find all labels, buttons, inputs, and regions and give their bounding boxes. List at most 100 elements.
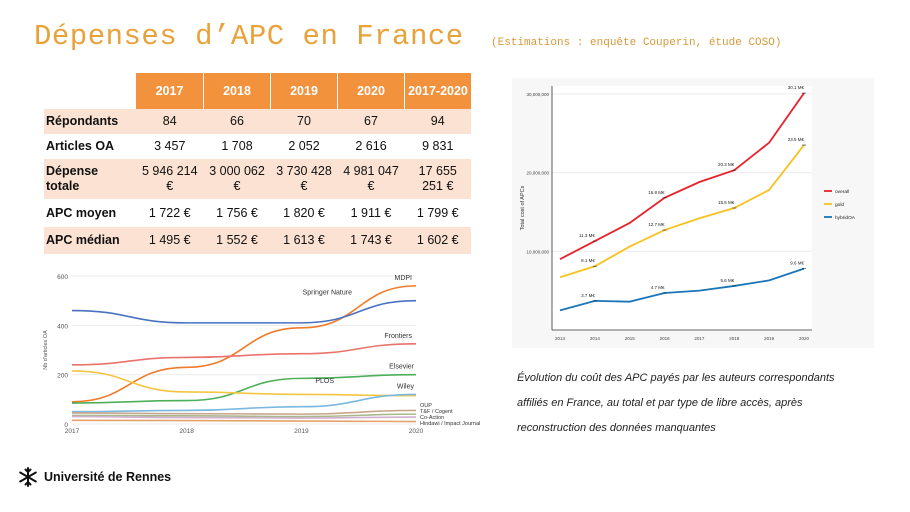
- point-label: 30.1 M€: [788, 85, 805, 90]
- point-label: 3.7 M€: [581, 293, 595, 298]
- series-label-frontiers: Frontiers: [384, 333, 412, 340]
- table-cell: 1 799 €: [416, 205, 459, 220]
- series-line-springer-nature: [71, 299, 417, 324]
- y-axis-label: Total cost of APCs: [520, 185, 526, 230]
- series-label-co-action: Co-Action: [420, 415, 444, 421]
- apc-cost-chart: 10,000,000 20,000,000 30,000,000 2013 2014 20…: [512, 78, 874, 348]
- series-line-frontiers: [71, 343, 417, 366]
- series-line-overall: [559, 92, 805, 260]
- point-label: 11.3 M€: [579, 233, 595, 238]
- table-header-total: 2017-2020: [404, 73, 471, 109]
- series-line-t-f-cogent: [71, 413, 417, 418]
- table-cell: 4 981 047 €: [337, 159, 405, 199]
- series-line-plos: [71, 370, 417, 397]
- x-tick-label: 2017: [65, 428, 80, 435]
- table-row: APC moyen 1 722 € 1 756 € 1 820 € 1 911 …: [44, 199, 471, 227]
- table-header-row: 2017 2018 2019 2020 2017-2020: [44, 73, 471, 109]
- x-tick-label: 2019: [294, 428, 309, 435]
- point-label: 4.7 M€: [651, 285, 665, 290]
- series-label-elsevier: Elsevier: [389, 364, 415, 371]
- series-line-hindawi-impact-journals: [71, 419, 417, 423]
- table-cell: 67: [337, 109, 405, 134]
- series-label-plos: PLOS: [315, 378, 334, 385]
- series-line-elsevier: [71, 373, 417, 404]
- table-cell: 17 655 251 €: [404, 159, 471, 199]
- x-tick-label: 2020: [799, 336, 810, 341]
- table-cell: 9 831: [422, 139, 454, 153]
- y-tick-label: 30,000,000: [526, 92, 549, 97]
- series-label-wiley: Wiley: [397, 383, 415, 390]
- series-label-springer-nature: Springer Nature: [303, 290, 353, 297]
- row-label: Dépense totale: [44, 159, 136, 199]
- y-tick-label: 400: [57, 323, 68, 330]
- y-tick-label: 10,000,000: [526, 249, 549, 254]
- table-cell: 1 708: [221, 139, 253, 153]
- x-tick-label: 2013: [555, 336, 566, 341]
- x-tick-label: 2014: [590, 336, 601, 341]
- snowflake-logo-icon: [19, 467, 37, 487]
- row-label: Articles OA: [46, 139, 115, 153]
- publisher-articles-chart: 0 200 400 600 2017 2018 2019 2020 Nb d'articles …: [43, 274, 480, 435]
- row-label: APC médian: [44, 227, 136, 254]
- point-label: 16.8 M€: [648, 190, 665, 195]
- x-tick-label: 2019: [764, 336, 775, 341]
- series-label-oup: OUP: [420, 403, 432, 409]
- page-title: Dépenses d’APC en France: [34, 20, 464, 53]
- table-cell: 1 756 €: [216, 205, 258, 220]
- table-row: Articles OA 3 457 1 708 2 052 2 616 9 83…: [44, 134, 471, 159]
- series-line-hybridoa: [559, 267, 805, 312]
- table-cell: 66: [203, 109, 271, 134]
- series-line-wiley: [71, 393, 417, 413]
- table-cell: 1 613 €: [270, 227, 338, 254]
- point-label: 12.7 M€: [648, 222, 665, 227]
- table-cell: 1 743 €: [337, 227, 405, 254]
- point-label: 20.3 M€: [718, 162, 735, 167]
- y-tick-label: 600: [57, 274, 68, 281]
- table-row: APC médian 1 495 € 1 552 € 1 613 € 1 743…: [44, 227, 471, 254]
- page-subtitle: (Estimations : enquête Couperin, étude C…: [491, 37, 782, 49]
- table-header-2017: 2017: [136, 73, 204, 109]
- table-cell: 1 911 €: [350, 205, 392, 220]
- table-cell: 94: [404, 109, 471, 134]
- table-row: Répondants 84 66 70 67 94: [44, 109, 471, 134]
- legend-label-hybridoa: hybridOA: [835, 215, 856, 221]
- x-tick-label: 2015: [625, 336, 636, 341]
- table-cell: 70: [270, 109, 338, 134]
- table-header-2020: 2020: [337, 73, 405, 109]
- y-tick-label: 200: [57, 373, 68, 380]
- x-tick-label: 2020: [409, 428, 424, 435]
- y-axis-label: Nb d'articles OA: [43, 330, 49, 370]
- table-row: Dépense totale 5 946 214 € 3 000 062 € 3…: [44, 159, 471, 199]
- university-logo: Université de Rennes: [17, 466, 171, 488]
- table-header-2018: 2018: [203, 73, 271, 109]
- legend-label-overall: overall: [835, 189, 849, 195]
- table-header-empty: [44, 73, 136, 109]
- x-tick-label: 2017: [694, 336, 705, 341]
- table-cell: 1 602 €: [404, 227, 471, 254]
- series-label-t-f-cogent: T&F / Cogent: [420, 409, 453, 415]
- table-cell: 1 820 €: [283, 205, 325, 220]
- row-label: Répondants: [44, 109, 136, 134]
- university-name: Université de Rennes: [44, 470, 172, 484]
- table-cell: 3 457: [154, 139, 186, 153]
- table-cell: 1 722 €: [148, 205, 191, 220]
- chart-caption: Évolution du coût des APC payés par les …: [517, 372, 835, 434]
- table-cell: 1 552 €: [203, 227, 271, 254]
- table-cell: 3 730 428 €: [270, 159, 338, 199]
- table-cell: 1 495 €: [136, 227, 204, 254]
- y-tick-label: 0: [64, 422, 68, 429]
- table-cell: 3 000 062 €: [203, 159, 271, 199]
- y-tick-label: 20,000,000: [526, 171, 549, 176]
- point-label: 8.1 M€: [581, 258, 595, 263]
- point-label: 9.6 M€: [790, 261, 804, 266]
- series-label-mdpi: MDPI: [395, 275, 413, 282]
- point-label: 15.5 M€: [718, 200, 735, 205]
- x-tick-label: 2018: [729, 336, 740, 341]
- legend-label-gold: gold: [835, 202, 844, 208]
- series-line-mdpi: [71, 285, 417, 403]
- point-label: 23.5 M€: [788, 137, 805, 142]
- plot-area: [552, 86, 812, 330]
- series-label-hindawi-impact-journals: Hindawi / Impact Journals: [420, 421, 480, 427]
- x-tick-label: 2016: [660, 336, 671, 341]
- series-line-gold: [559, 144, 805, 279]
